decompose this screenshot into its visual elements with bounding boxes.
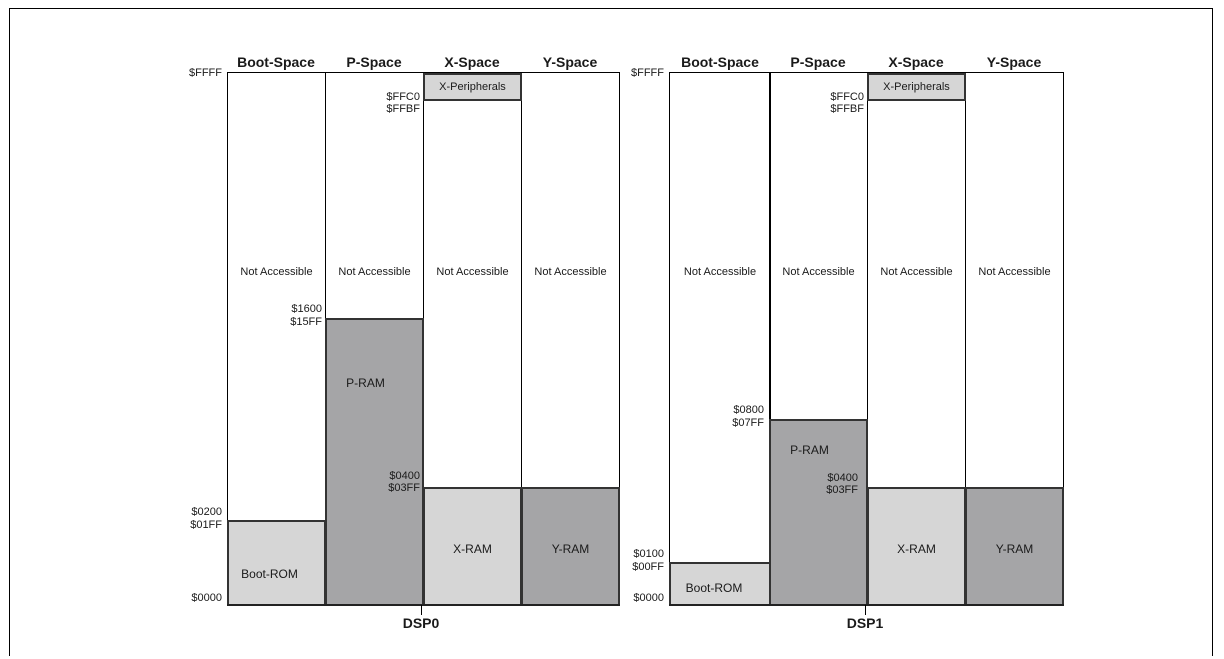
dsp1-boot-rom: Boot-ROM (669, 562, 771, 606)
dsp0-y-space-column (521, 72, 620, 605)
dsp0-boot-rom: Boot-ROM (227, 520, 326, 606)
dsp1-p-ram-label: P-RAM (790, 443, 829, 457)
dsp0-bottom-address: $0000 (191, 592, 222, 604)
dsp1-x-periph-addr-lo: $FFBF (830, 103, 864, 115)
dsp0-label: DSP0 (402, 615, 440, 631)
dsp1-boot-not-accessible: Not Accessible (683, 266, 757, 278)
dsp0-header-x-space: X-Space (444, 54, 500, 70)
dsp1-x-ram-addr-hi: $0400 (827, 472, 858, 484)
dsp1-p-ram: P-RAM (769, 419, 868, 606)
dsp1-y-not-accessible: Not Accessible (978, 266, 1051, 278)
dsp0-p-ram: P-RAM (325, 318, 424, 606)
dsp0-boot-rom-addr-lo: $01FF (190, 519, 222, 531)
dsp1-boot-space-column (669, 72, 771, 605)
dsp0-boot-rom-addr-hi: $0200 (191, 506, 222, 518)
dsp1-x-periph-addr-hi: $FFC0 (830, 91, 864, 103)
dsp0-p-ram-addr-hi: $1600 (291, 303, 322, 315)
dsp1-baseline (669, 604, 1064, 606)
dsp1-header-y-space: Y-Space (986, 54, 1042, 70)
dsp1-tick (865, 605, 866, 615)
dsp0-header-boot-space: Boot-Space (237, 54, 315, 70)
dsp0-top-address: $FFFF (189, 67, 222, 79)
dsp1-bottom-address: $0000 (633, 592, 664, 604)
dsp1-x-peripherals: X-Peripherals (867, 73, 966, 101)
figure-frame (9, 8, 1213, 656)
dsp1-header-p-space: P-Space (790, 54, 846, 70)
dsp0-header-y-space: Y-Space (542, 54, 598, 70)
dsp0-x-ram-label: X-RAM (453, 541, 492, 556)
dsp0-y-ram: Y-RAM (521, 487, 620, 606)
dsp1-boot-rom-label: Boot-ROM (685, 581, 743, 595)
dsp1-header-boot-space: Boot-Space (681, 54, 759, 70)
dsp1-p-ram-addr-hi: $0800 (733, 404, 764, 416)
dsp1-p-not-accessible: Not Accessible (782, 266, 855, 278)
dsp0-p-ram-addr-lo: $15FF (290, 316, 322, 328)
dsp0-p-not-accessible: Not Accessible (338, 266, 411, 278)
dsp1-x-ram-label: X-RAM (897, 541, 936, 556)
dsp0-p-ram-label: P-RAM (346, 376, 385, 390)
dsp0-x-ram-addr-hi: $0400 (389, 470, 420, 482)
dsp0-header-p-space: P-Space (346, 54, 402, 70)
dsp1-y-ram-label: Y-RAM (995, 541, 1034, 556)
dsp1-top-address: $FFFF (631, 67, 664, 79)
dsp1-boot-rom-addr-hi: $0100 (633, 548, 664, 560)
dsp1-x-ram-addr-lo: $03FF (826, 484, 858, 496)
dsp0-x-periph-addr-hi: $FFC0 (386, 91, 420, 103)
dsp0-boot-rom-label: Boot-ROM (241, 567, 298, 581)
dsp0-x-not-accessible: Not Accessible (436, 266, 509, 278)
dsp0-y-not-accessible: Not Accessible (534, 266, 607, 278)
dsp0-y-ram-label: Y-RAM (551, 541, 590, 556)
dsp1-boot-rom-addr-lo: $00FF (632, 561, 664, 573)
dsp1-label: DSP1 (846, 615, 884, 631)
dsp1-x-not-accessible: Not Accessible (880, 266, 953, 278)
dsp1-p-ram-addr-lo: $07FF (732, 417, 764, 429)
dsp1-header-x-space: X-Space (888, 54, 944, 70)
dsp0-x-periph-addr-lo: $FFBF (386, 103, 420, 115)
dsp1-x-ram: X-RAM (867, 487, 966, 606)
dsp0-boot-not-accessible: Not Accessible (240, 266, 313, 278)
dsp0-x-ram-addr-lo: $03FF (388, 482, 420, 494)
dsp0-baseline (227, 604, 620, 606)
dsp0-tick (421, 605, 422, 615)
dsp0-x-peripherals: X-Peripherals (423, 73, 522, 101)
dsp1-y-space-column (965, 72, 1064, 605)
dsp1-y-ram: Y-RAM (965, 487, 1064, 606)
